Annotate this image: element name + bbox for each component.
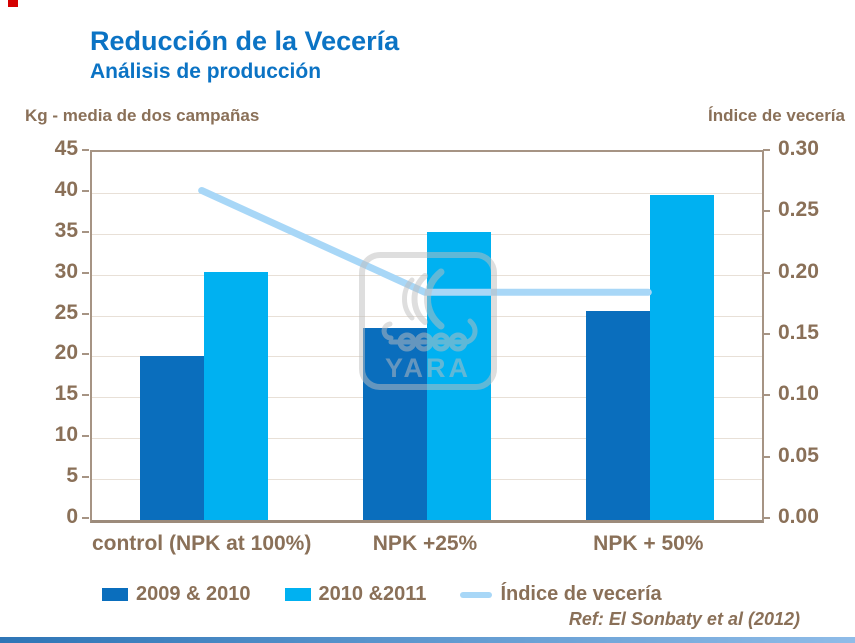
right-axis-tick-mark (763, 394, 770, 397)
right-axis-tick-mark (763, 517, 770, 519)
left-axis-tick-label: 5 (66, 464, 78, 488)
right-axis-tick-mark (763, 271, 770, 274)
right-axis-tick-mark (763, 333, 770, 335)
bar-2010-2011 (650, 195, 715, 520)
left-axis-title: Kg - media de dos campañas (25, 106, 260, 125)
x-category-label: NPK + 50% (593, 532, 704, 555)
left-axis-tick-label: 30 (54, 259, 78, 283)
red-corner-mark (8, 0, 18, 7)
right-axis-tick-label: 0.30 (778, 137, 819, 160)
legend-item-2010-2011: 2010 &2011 (284, 583, 427, 606)
left-axis-tick-label: 25 (54, 300, 78, 324)
right-axis-title: Índice de vecería (707, 106, 845, 125)
legend-bar-swatch (102, 588, 128, 601)
legend-label: 2010 &2011 (318, 583, 427, 605)
left-axis-tick-mark (82, 517, 89, 519)
legend-label: 2009 & 2010 (136, 583, 251, 605)
right-axis-tick-mark (763, 210, 770, 213)
left-axis-tick-mark (82, 394, 89, 397)
legend-label: Índice de vecería (500, 583, 662, 605)
footer-bar (0, 637, 855, 643)
right-axis-tick-label: 0.15 (778, 321, 819, 344)
chart-legend: 2009 & 2010 2010 &2011 Índice de vecería (102, 583, 662, 606)
left-axis-tick-mark (82, 189, 89, 192)
left-axis-tick-mark (82, 435, 89, 438)
page-subtitle: Análisis de producción (90, 60, 322, 83)
left-axis-tick-mark (82, 230, 89, 233)
left-axis-tick-mark (82, 312, 89, 315)
legend-line-swatch (460, 591, 493, 598)
bar-2009-2010 (586, 311, 651, 520)
left-axis-tick-label: 0 (66, 505, 78, 528)
right-axis-tick-label: 0.05 (778, 443, 819, 467)
gridline (92, 192, 762, 194)
x-category-label: NPK +25% (372, 532, 478, 555)
left-axis-tick-mark (82, 353, 89, 356)
left-axis-tick-mark (82, 149, 89, 151)
legend-item--ndice-de-vecer-a: Índice de vecería (460, 583, 662, 606)
left-axis-tick-mark (82, 476, 89, 479)
right-axis-tick-label: 0.10 (778, 382, 819, 406)
left-axis-tick-label: 35 (54, 218, 78, 242)
right-axis-tick-label: 0.25 (778, 198, 819, 222)
x-category-label: control (NPK at 100%) (91, 532, 312, 555)
left-axis-tick-label: 10 (54, 423, 78, 447)
left-axis-tick-label: 20 (54, 341, 78, 365)
bar-2010-2011 (203, 272, 268, 520)
vecery-line (198, 186, 652, 296)
right-axis-tick-label: 0.00 (778, 505, 819, 528)
right-axis-tick-mark (763, 455, 770, 458)
left-axis-tick-label: 15 (54, 382, 78, 406)
right-axis-tick-mark (763, 149, 770, 151)
left-axis-tick-label: 40 (54, 177, 78, 201)
bar-2009-2010 (139, 356, 204, 520)
right-axis-tick-label: 0.20 (778, 259, 819, 283)
left-axis-tick-mark (82, 271, 89, 274)
page-title: Reducción de la Vecería (90, 26, 400, 56)
reference-text: Ref: El Sonbaty et al (2012) (568, 609, 800, 629)
left-axis-tick-label: 45 (54, 137, 78, 160)
legend-item-2009-2010: 2009 & 2010 (102, 583, 251, 606)
legend-bar-swatch (284, 588, 311, 601)
